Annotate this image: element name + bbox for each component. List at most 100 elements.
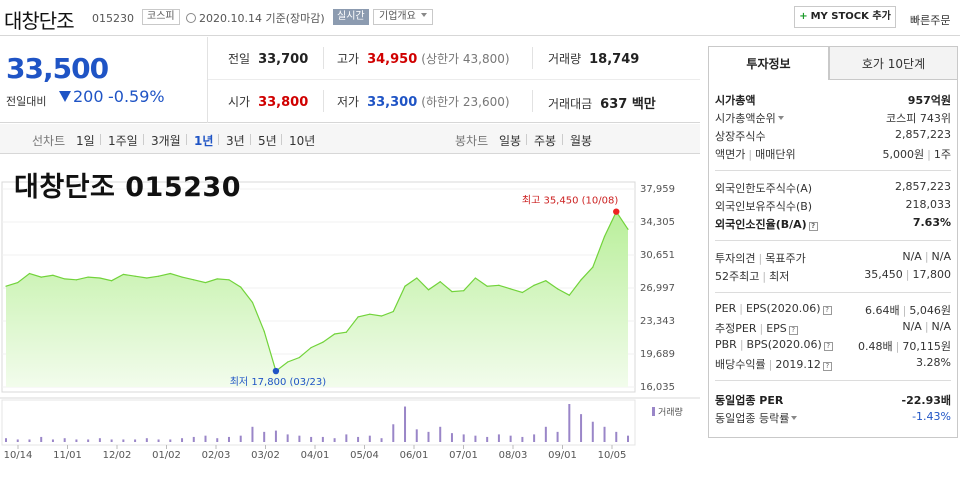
tab-monthly[interactable]: 월봉 (570, 134, 593, 148)
pbr-value: 0.48배 (858, 340, 893, 353)
down-arrow-icon (59, 91, 71, 102)
volume-bar (380, 438, 383, 442)
est-per-label: 추정PER (715, 322, 757, 335)
trade-amount: 거래대금 637 백만 (548, 93, 656, 112)
x-tick-label: 01/02 (152, 450, 181, 461)
help-icon[interactable]: ? (822, 362, 832, 371)
quick-order-link[interactable]: 빠른주문 (910, 14, 951, 27)
invest-body: 시가총액 957억원 시가총액순위 코스피 743위 상장주식수 2,857,223 … (708, 80, 958, 438)
volume-bar (227, 436, 230, 442)
change-value: 200 (73, 87, 104, 106)
data-point (451, 290, 453, 293)
foreign-hold-row: 외국인보유주식수(B) 218,033 (715, 198, 951, 214)
help-icon[interactable]: ? (823, 342, 833, 351)
tab-daily[interactable]: 일봉 (499, 134, 522, 148)
x-tick-label: 05/04 (350, 450, 379, 461)
help-icon[interactable]: ? (808, 222, 818, 231)
candle-chart-label: 봉차트 (455, 134, 489, 148)
bps-value: 70,115원 (902, 340, 951, 353)
volume-bar (357, 436, 360, 442)
divider (218, 134, 219, 145)
market-badge: 코스피 (142, 9, 180, 25)
data-point (216, 278, 218, 280)
help-icon[interactable]: ? (788, 326, 798, 335)
dividend-row: 배당수익률 | 2019.12? 3.28% (715, 356, 951, 371)
tab-1w[interactable]: 1주일 (108, 134, 138, 148)
volume-bar (321, 436, 324, 442)
lower-limit: (하한가 23,600) (421, 95, 510, 109)
period-tabs: 선차트 1일 1주일 3개월 1년 3년 5년 10년 봉차트 일봉 주봉 월봉 (0, 124, 700, 154)
data-point (298, 356, 300, 359)
chevron-down-icon[interactable] (777, 116, 784, 120)
data-point (263, 330, 265, 332)
data-point (592, 266, 594, 268)
per-label: PER (715, 302, 737, 315)
est-per-row: 추정PER | EPS? N/A | N/A (715, 320, 951, 335)
data-point (64, 278, 66, 280)
tab-3m[interactable]: 3개월 (151, 134, 181, 148)
tab-1y[interactable]: 1년 (194, 134, 214, 148)
volume-bar (591, 421, 594, 442)
prev-close: 전일 33,700 (228, 50, 308, 67)
tab-5y[interactable]: 5년 (258, 134, 277, 148)
trade-unit-label: 매매단위 (755, 148, 796, 161)
low-value: 33,300 (367, 95, 418, 110)
data-point (568, 294, 570, 296)
data-point (75, 279, 78, 281)
per-row: PER | EPS(2020.06)? 6.64배 | 5,046원 (715, 302, 951, 317)
tab-order-book[interactable]: 호가 10단계 (829, 46, 958, 80)
opinion-value: N/A (902, 250, 922, 263)
volume-bar (392, 424, 395, 442)
chevron-down-icon (421, 13, 427, 17)
price-line (5, 210, 629, 373)
divider (250, 134, 251, 145)
help-icon[interactable]: ? (822, 306, 832, 315)
volume-legend: 거래량 (658, 406, 683, 418)
volume-bar (298, 435, 301, 442)
plus-icon: + (799, 11, 808, 22)
company-info-dropdown[interactable]: 기업개요 (373, 9, 433, 25)
open-value: 33,800 (258, 95, 309, 110)
market-cap-row: 시가총액 957억원 (715, 92, 951, 108)
volume-bar (145, 438, 148, 442)
sector-per-row: 동일업종 PER -22.93배 (715, 392, 951, 408)
y-tick-label: 30,651 (640, 250, 675, 261)
tab-3y[interactable]: 3년 (226, 134, 245, 148)
chevron-down-icon[interactable] (791, 416, 798, 420)
data-point (439, 281, 441, 283)
volume-bar (87, 439, 90, 442)
foreign-limit-label: 외국인한도주식수(A) (715, 182, 813, 195)
foreign-ratio-row: 외국인소진율(B/A)? 7.63% (715, 216, 951, 232)
est-eps-value: N/A (931, 320, 951, 333)
tab-10y[interactable]: 10년 (289, 134, 316, 148)
est-eps-label: EPS (766, 322, 787, 335)
market-cap-rank-label: 시가총액순위 (715, 112, 776, 125)
volume-bar (404, 406, 407, 442)
volume-bar (122, 439, 125, 442)
data-point (627, 228, 629, 230)
tab-weekly[interactable]: 주봉 (534, 134, 557, 148)
volume-bar (51, 439, 54, 442)
est-per-value: N/A (902, 320, 922, 333)
x-tick-label: 07/01 (449, 450, 478, 461)
data-point (287, 361, 289, 363)
volume-bar (544, 426, 547, 442)
shares-label: 상장주식수 (715, 130, 766, 143)
high-value: 34,950 (367, 52, 418, 67)
volume-bar (110, 439, 113, 442)
add-mystock-button[interactable]: + MY STOCK 추가 (794, 6, 896, 28)
data-point (310, 346, 312, 349)
volume-bar (415, 429, 418, 442)
volume-bar (63, 438, 66, 442)
market-cap-rank-value: 코스피 743위 (886, 112, 951, 125)
divider (100, 134, 101, 145)
x-tick-label: 02/03 (202, 450, 231, 461)
volume-bar (368, 435, 371, 442)
tab-1d[interactable]: 1일 (76, 134, 95, 148)
data-point (580, 279, 582, 281)
volume-bar (533, 434, 536, 442)
sector-change-label: 동일업종 등락률 (715, 412, 790, 425)
volume-bar (603, 426, 606, 442)
realtime-button[interactable]: 실시간 (333, 9, 369, 25)
tab-invest-info[interactable]: 투자정보 (708, 46, 829, 80)
